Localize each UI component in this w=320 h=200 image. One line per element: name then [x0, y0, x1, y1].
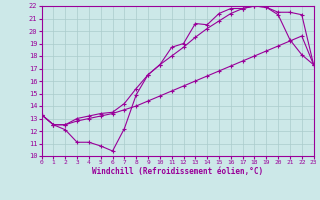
X-axis label: Windchill (Refroidissement éolien,°C): Windchill (Refroidissement éolien,°C) — [92, 167, 263, 176]
